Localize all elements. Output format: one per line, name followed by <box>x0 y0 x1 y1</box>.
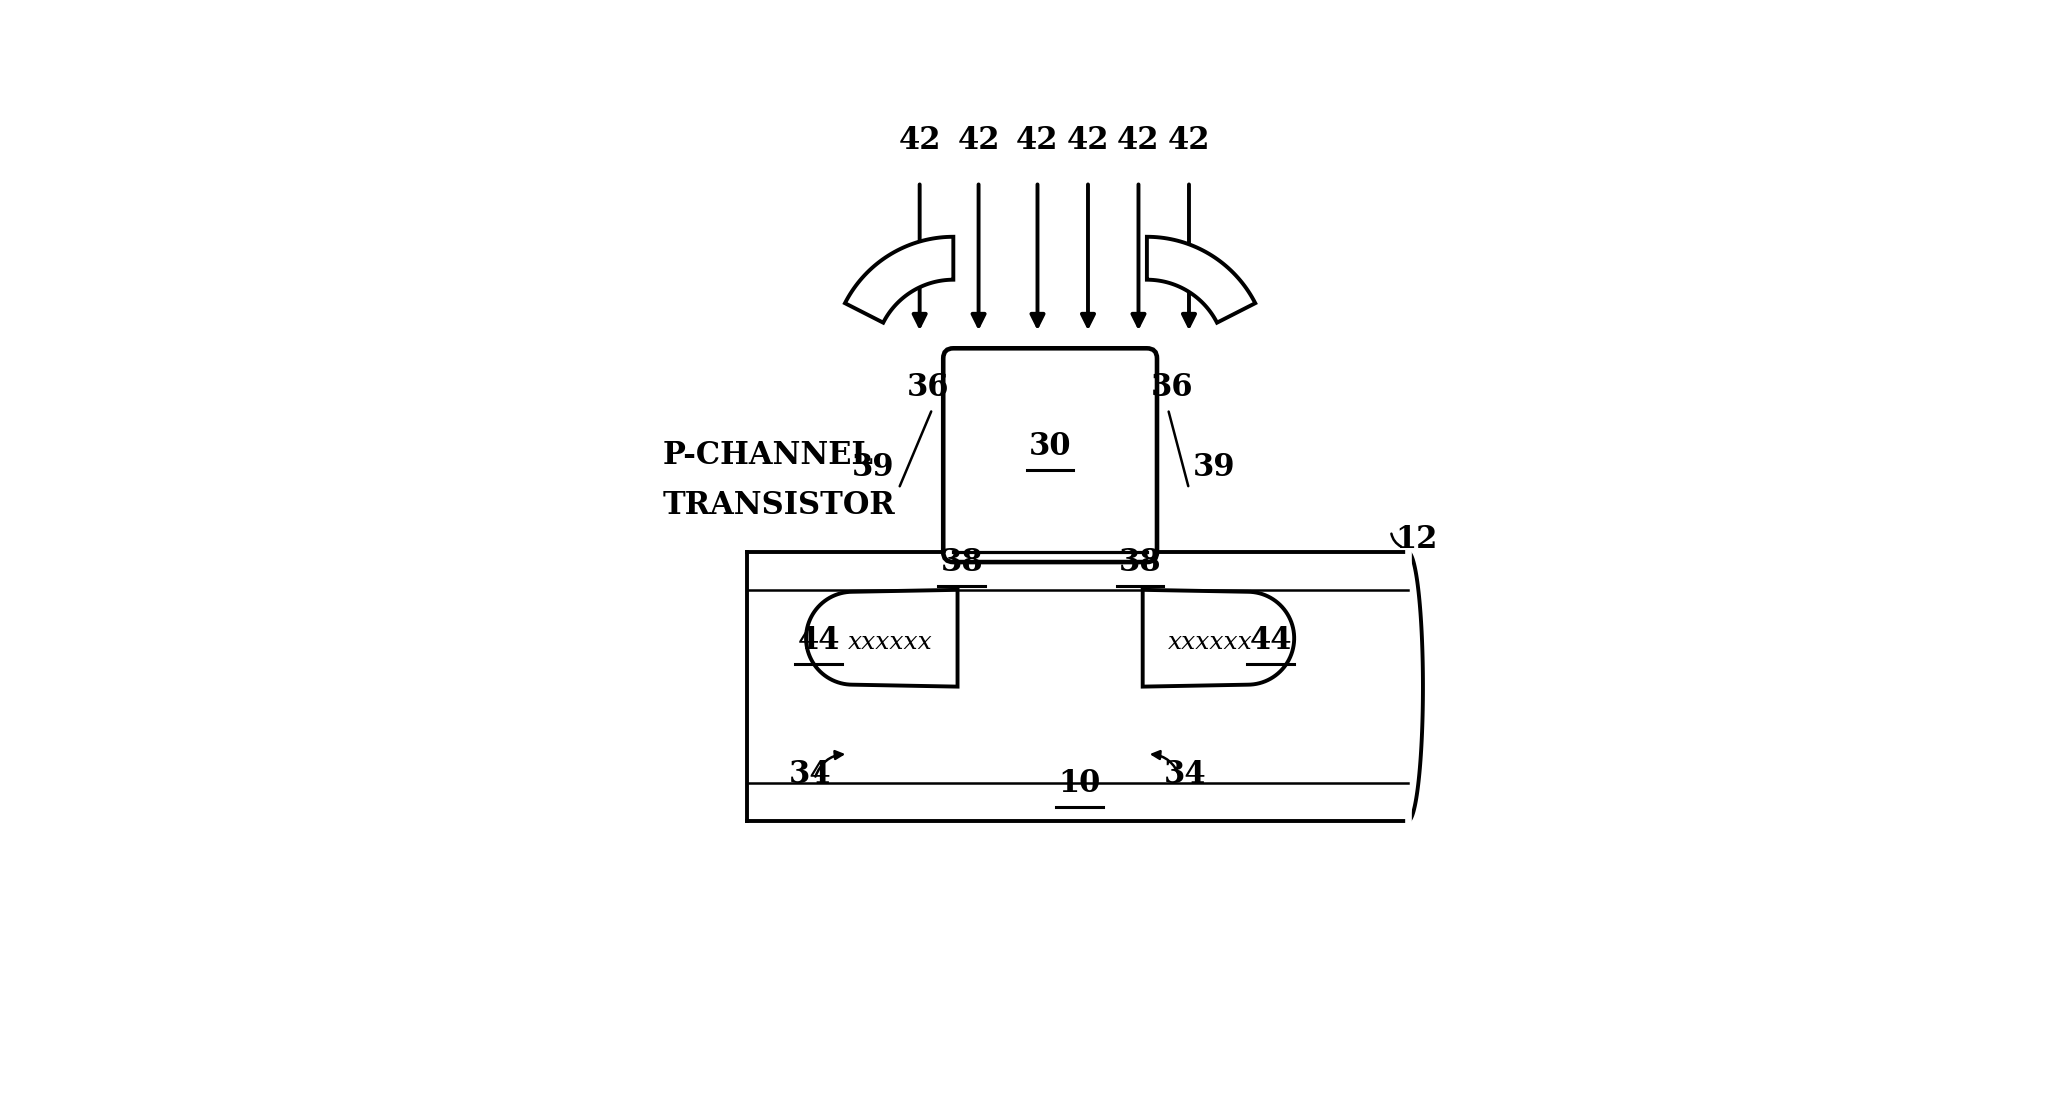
Text: 42: 42 <box>1016 126 1059 156</box>
Text: 42: 42 <box>1068 126 1109 156</box>
Text: 42: 42 <box>1117 126 1160 156</box>
Text: 30: 30 <box>1029 432 1072 462</box>
Text: 12: 12 <box>1395 524 1438 555</box>
Text: 34: 34 <box>789 760 832 790</box>
Text: 39: 39 <box>1193 453 1236 483</box>
Text: 34: 34 <box>1164 760 1207 790</box>
Text: 10: 10 <box>1059 768 1100 799</box>
Text: 42: 42 <box>897 126 940 156</box>
Text: xxxxxx: xxxxxx <box>1168 631 1252 654</box>
FancyBboxPatch shape <box>748 552 1408 821</box>
Text: 36: 36 <box>1152 373 1193 403</box>
Text: 38: 38 <box>1119 546 1162 577</box>
Text: 44: 44 <box>797 625 840 656</box>
Text: 42: 42 <box>1168 126 1211 156</box>
Polygon shape <box>805 590 957 686</box>
Text: 39: 39 <box>852 453 895 483</box>
Polygon shape <box>1143 590 1295 686</box>
Text: TRANSISTOR: TRANSISTOR <box>664 490 895 521</box>
Text: 36: 36 <box>908 373 949 403</box>
Text: 38: 38 <box>940 546 984 577</box>
FancyBboxPatch shape <box>943 349 1158 562</box>
Polygon shape <box>1147 237 1256 322</box>
Polygon shape <box>844 237 953 322</box>
Text: 42: 42 <box>957 126 1000 156</box>
Text: P-CHANNEL: P-CHANNEL <box>664 439 873 471</box>
Text: xxxxxx: xxxxxx <box>848 631 932 654</box>
Text: 44: 44 <box>1250 625 1291 656</box>
